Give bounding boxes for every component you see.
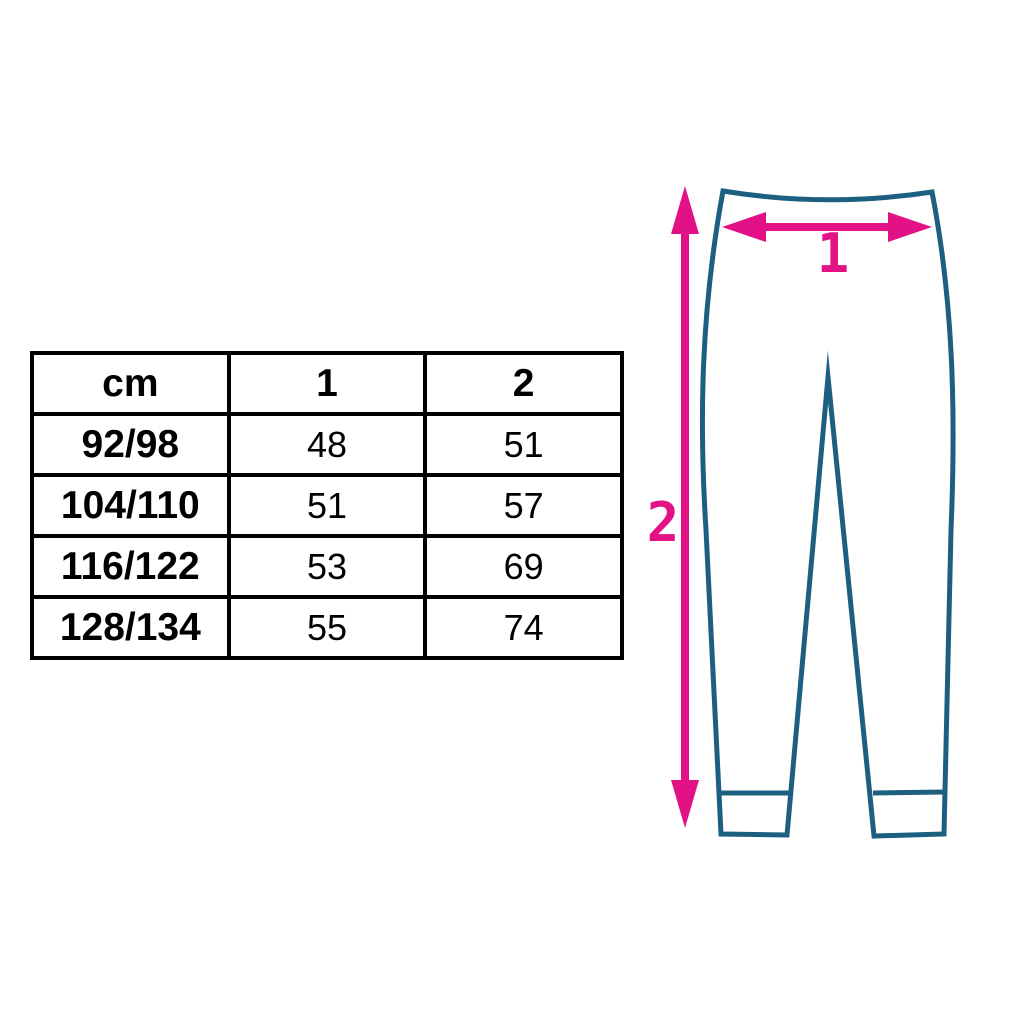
- size-table-header-measure-1: 1: [226, 351, 428, 416]
- measure-2-value: 51: [423, 412, 624, 477]
- waist-measure-label: 1: [817, 222, 850, 285]
- length-arrow-head-bottom: [671, 780, 699, 828]
- size-table-header-row: cm 1 2: [30, 351, 624, 416]
- pants-outline: [699, 188, 956, 839]
- size-label: 104/110: [30, 473, 231, 538]
- table-row: 104/110 51 57: [30, 473, 624, 538]
- size-table-header-cm: cm: [30, 351, 231, 416]
- table-row: 128/134 55 74: [30, 595, 624, 660]
- size-table: cm 1 2 92/98 48 51 104/110 51 57 116/122…: [30, 351, 624, 660]
- length-measure-label: 2: [647, 491, 680, 554]
- measure-2-value: 74: [423, 595, 624, 660]
- size-label: 116/122: [30, 534, 231, 599]
- waist-arrow-head-left: [722, 212, 766, 242]
- measure-1-value: 55: [226, 595, 428, 660]
- size-label: 128/134: [30, 595, 231, 660]
- table-row: 116/122 53 69: [30, 534, 624, 599]
- measure-1-value: 48: [226, 412, 428, 477]
- waist-arrow-head-right: [888, 212, 932, 242]
- measure-1-value: 51: [226, 473, 428, 538]
- measure-1-value: 53: [226, 534, 428, 599]
- length-arrow-head-top: [671, 186, 699, 234]
- measure-2-value: 69: [423, 534, 624, 599]
- table-row: 92/98 48 51: [30, 412, 624, 477]
- right-cuff-line: [872, 789, 947, 796]
- measure-2-value: 57: [423, 473, 624, 538]
- size-table-header-measure-2: 2: [423, 351, 624, 416]
- size-label: 92/98: [30, 412, 231, 477]
